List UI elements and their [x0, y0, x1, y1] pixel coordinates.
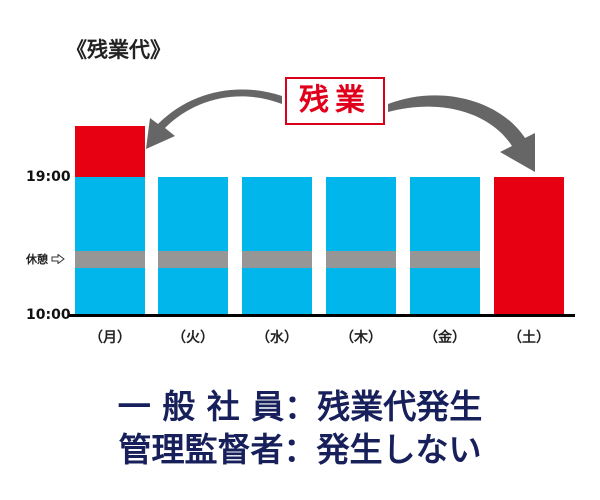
arrows-layer	[146, 89, 535, 172]
summary-line-manager: 管理監督者：発生しない	[118, 430, 482, 469]
right-curved-arrow-icon	[388, 95, 535, 172]
break-label-text: 休憩	[26, 253, 48, 266]
work-bar-mon	[75, 177, 145, 315]
left-curved-arrow-icon	[146, 89, 282, 149]
break-band-tue	[158, 251, 228, 268]
break-band-wed	[242, 251, 312, 268]
work-bar-thu	[326, 177, 396, 315]
overtime-bar-sat	[494, 177, 564, 315]
outline-right-arrow-icon	[51, 254, 65, 264]
day-label-mon: （月）	[89, 330, 131, 346]
diagram-title: 《残業代》	[66, 38, 171, 62]
work-bar-tue	[158, 177, 228, 315]
break-band-mon	[75, 251, 145, 268]
break-band-thu	[326, 251, 396, 268]
break-band-fri	[410, 251, 480, 268]
day-label-sat: （土）	[508, 330, 550, 346]
day-label-fri: （金）	[424, 330, 466, 346]
day-label-wed: （水）	[256, 330, 298, 346]
work-bar-fri	[410, 177, 480, 315]
day-label-tue: （火）	[172, 330, 214, 346]
x-axis-line	[68, 314, 575, 317]
overtime-label-box: 残業	[285, 77, 385, 125]
work-bar-wed	[242, 177, 312, 315]
summary-line-employee: 一 般 社 員：残業代発生	[117, 387, 483, 426]
y-label-10: 10:00	[26, 307, 71, 323]
y-label-19: 19:00	[26, 169, 71, 185]
overtime-bar-mon	[75, 126, 145, 177]
day-label-thu: （木）	[340, 330, 382, 346]
break-label: 休憩	[26, 251, 65, 267]
